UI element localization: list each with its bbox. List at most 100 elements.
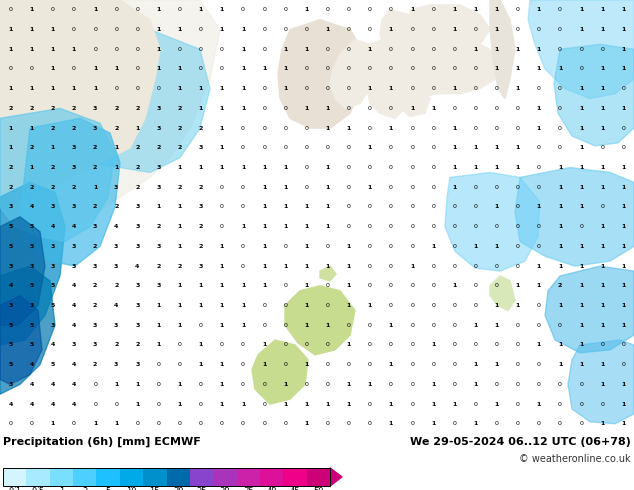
Text: 1: 1 [579,343,583,347]
Text: 0: 0 [431,264,435,269]
Polygon shape [355,24,500,98]
Text: 3: 3 [135,204,139,209]
Text: 1: 1 [262,343,266,347]
Text: 1: 1 [558,264,562,269]
Text: 1: 1 [283,185,287,190]
Text: 0: 0 [283,106,287,111]
Text: 1: 1 [621,7,626,12]
Text: 0: 0 [579,224,583,229]
Text: 0: 0 [453,343,456,347]
Text: 0: 0 [453,106,456,111]
Text: 4: 4 [72,362,76,367]
Text: 0: 0 [262,323,266,328]
Text: 0: 0 [621,343,625,347]
Text: 1: 1 [325,204,330,209]
Text: 3: 3 [93,264,97,269]
Polygon shape [380,10,460,94]
Text: 0: 0 [347,362,351,367]
Text: 0: 0 [157,86,160,91]
Text: 1: 1 [220,244,224,249]
Text: 1: 1 [157,7,160,12]
Text: 0: 0 [516,382,520,387]
Text: 0: 0 [453,323,456,328]
Text: 0: 0 [474,27,477,32]
Text: 1: 1 [262,362,266,367]
Text: 1: 1 [283,67,287,72]
Text: 0: 0 [558,323,562,328]
Text: 2: 2 [114,283,119,288]
Text: 1: 1 [198,106,203,111]
Text: 2: 2 [30,106,34,111]
Text: 1: 1 [283,264,287,269]
Polygon shape [320,266,336,281]
Text: 0: 0 [516,402,520,407]
Text: 1: 1 [262,283,266,288]
Text: 0: 0 [326,244,330,249]
Text: 0: 0 [431,362,435,367]
Text: 0: 0 [9,67,13,72]
Text: 0: 0 [157,421,160,426]
Text: 0: 0 [516,27,520,32]
Text: 0: 0 [431,146,435,150]
Text: 1: 1 [304,204,309,209]
Text: 1: 1 [600,27,604,32]
Text: 1: 1 [198,7,203,12]
Text: 2: 2 [93,244,97,249]
Text: 1: 1 [579,185,583,190]
Text: 0: 0 [431,125,435,131]
Text: 1: 1 [368,382,372,387]
Text: 1: 1 [537,343,541,347]
Text: 0: 0 [368,362,372,367]
Text: 0: 0 [516,185,520,190]
Text: 1: 1 [8,47,13,52]
Text: 1: 1 [579,27,583,32]
Text: 0: 0 [474,185,477,190]
Text: 1: 1 [495,165,499,170]
Text: 1: 1 [8,27,13,32]
Text: 0: 0 [136,27,139,32]
Text: 0: 0 [431,185,435,190]
Text: 0: 0 [304,165,308,170]
Text: 0: 0 [241,7,245,12]
Text: 0: 0 [326,362,330,367]
Text: 0: 0 [347,27,351,32]
Text: 1: 1 [537,204,541,209]
Text: 40: 40 [266,488,277,490]
Text: 0: 0 [410,146,414,150]
Polygon shape [515,168,634,266]
Text: 0: 0 [220,67,224,72]
Text: 2: 2 [114,125,119,131]
Text: 0: 0 [347,67,351,72]
Text: 3: 3 [135,283,139,288]
Text: 1: 1 [452,27,456,32]
Text: 1: 1 [600,264,604,269]
Text: 0: 0 [431,47,435,52]
Text: 3: 3 [72,244,76,249]
Text: 0: 0 [410,67,414,72]
Text: 4: 4 [51,224,55,229]
Text: 1: 1 [368,86,372,91]
Text: 1: 1 [304,7,309,12]
Text: 1: 1 [600,244,604,249]
Text: 2: 2 [114,204,119,209]
Text: 1: 1 [262,264,266,269]
Polygon shape [528,0,634,98]
Text: 1: 1 [198,86,203,91]
Bar [260,468,283,486]
Text: 0: 0 [199,382,203,387]
Text: 1: 1 [368,185,372,190]
Text: 5: 5 [8,244,13,249]
Text: © weatheronline.co.uk: © weatheronline.co.uk [519,454,631,464]
Text: 1: 1 [579,146,583,150]
Bar [143,468,167,486]
Text: 0: 0 [326,382,330,387]
Text: 1: 1 [579,303,583,308]
Text: 0: 0 [621,362,625,367]
Text: 0: 0 [621,125,625,131]
Text: 1: 1 [600,185,604,190]
Text: 5: 5 [51,303,55,308]
Text: 0: 0 [516,244,520,249]
Text: 1: 1 [347,402,351,407]
Text: 1: 1 [537,106,541,111]
Polygon shape [368,79,405,118]
